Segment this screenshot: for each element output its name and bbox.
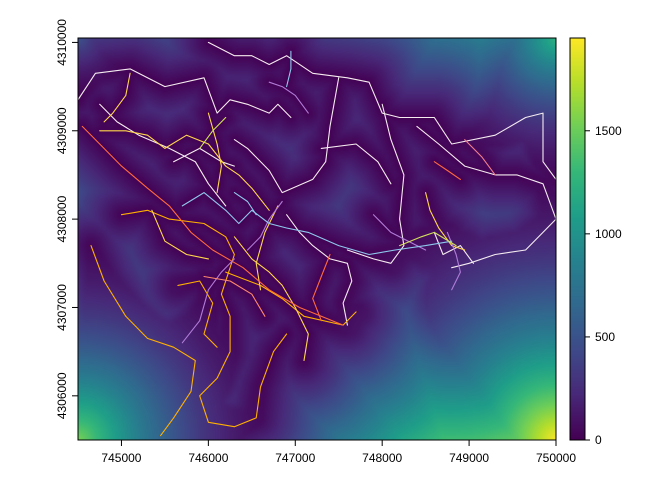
road-line bbox=[81, 125, 344, 326]
y-tick-label: 4308000 bbox=[55, 195, 69, 242]
road-line bbox=[233, 192, 257, 216]
colorbar-tick-label: 0 bbox=[595, 433, 602, 447]
y-tick-label: 4309000 bbox=[55, 107, 69, 154]
road-line bbox=[464, 139, 496, 176]
colorbar-gradient bbox=[570, 38, 585, 440]
x-tick-label: 745000 bbox=[101, 451, 141, 465]
road-line bbox=[103, 72, 131, 123]
road-line bbox=[425, 192, 466, 251]
x-tick-label: 747000 bbox=[275, 451, 315, 465]
road-line bbox=[286, 214, 353, 326]
road-line bbox=[399, 231, 457, 247]
road-line bbox=[99, 130, 270, 211]
road-line bbox=[177, 280, 218, 348]
road-line bbox=[433, 161, 461, 180]
road-line bbox=[416, 125, 556, 269]
road-line bbox=[203, 275, 266, 317]
road-line bbox=[286, 50, 292, 88]
x-tick-label: 748000 bbox=[362, 451, 402, 465]
road-line bbox=[99, 103, 227, 207]
x-tick-label: 749000 bbox=[449, 451, 489, 465]
x-tick-label: 750000 bbox=[536, 451, 576, 465]
road-line bbox=[233, 77, 340, 194]
distance-raster bbox=[78, 38, 556, 440]
x-axis: 745000 746000 747000 748000 749000 750000 bbox=[101, 439, 576, 465]
y-tick-label: 4307000 bbox=[55, 284, 69, 331]
road-line bbox=[246, 200, 283, 251]
road-line bbox=[268, 81, 309, 114]
road-line bbox=[233, 236, 309, 362]
x-tick-label: 746000 bbox=[188, 451, 228, 465]
road-line bbox=[181, 258, 235, 344]
y-tick-label: 4306000 bbox=[55, 372, 69, 419]
colorbar-tick-label: 1000 bbox=[595, 227, 622, 241]
road-line bbox=[120, 209, 288, 428]
road-line bbox=[312, 253, 331, 322]
roads-layer bbox=[78, 41, 556, 437]
road-line bbox=[207, 112, 222, 194]
colorbar-tick-label: 1500 bbox=[595, 124, 622, 138]
colorbar-frame bbox=[569, 37, 586, 441]
road-line bbox=[181, 192, 453, 256]
y-tick-label: 4310000 bbox=[55, 19, 69, 66]
y-axis: 4306000 4307000 4308000 4309000 4310000 bbox=[55, 19, 79, 419]
road-line bbox=[372, 214, 427, 251]
road-line bbox=[346, 103, 405, 264]
road-line bbox=[255, 205, 279, 291]
road-line bbox=[78, 68, 292, 119]
road-line bbox=[173, 147, 235, 167]
road-line bbox=[320, 143, 392, 185]
road-line bbox=[90, 245, 196, 437]
road-line bbox=[207, 41, 556, 180]
road-line bbox=[151, 209, 209, 260]
colorbar: 0 500 1000 1500 bbox=[569, 37, 622, 447]
colorbar-tick-label: 500 bbox=[595, 330, 615, 344]
raster-layer bbox=[78, 38, 556, 440]
colorbar-ticks: 0 500 1000 1500 bbox=[585, 124, 622, 447]
road-line bbox=[225, 271, 357, 326]
road-line bbox=[199, 116, 227, 149]
